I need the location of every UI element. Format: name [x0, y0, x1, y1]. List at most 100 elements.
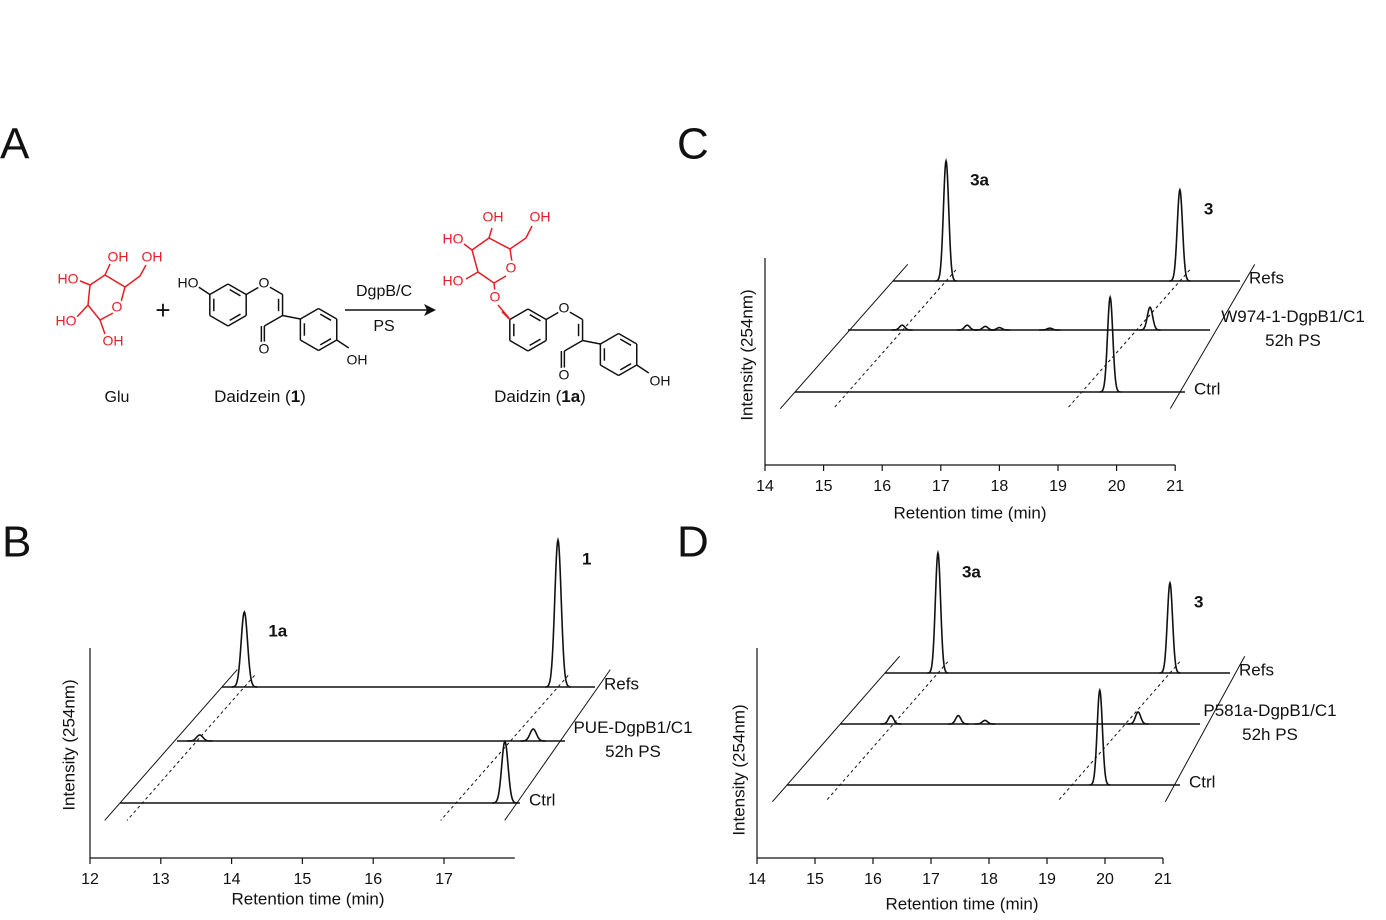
- bond: [318, 307, 338, 320]
- bond: [529, 338, 541, 347]
- bond: [197, 285, 211, 296]
- x-axis-label: Retention time (min): [885, 894, 1038, 913]
- x-tick-label: 17: [922, 871, 940, 888]
- peak: [545, 536, 571, 688]
- bond: [229, 313, 241, 322]
- atom-label: OH: [650, 373, 671, 389]
- bond: [619, 363, 632, 371]
- peak: [935, 157, 957, 282]
- x-tick-label: 13: [152, 871, 170, 888]
- bond: [299, 307, 319, 320]
- perspective-line: [1169, 264, 1256, 409]
- bond: [563, 339, 583, 352]
- x-tick-label: 14: [223, 871, 241, 888]
- bond: [336, 339, 350, 349]
- x-tick-label: 15: [294, 871, 312, 888]
- trace-label-line: 52h PS: [1242, 725, 1298, 744]
- bond: [318, 339, 338, 352]
- peak: [927, 549, 949, 674]
- bond: [618, 332, 638, 345]
- peak-label: 3a: [962, 562, 981, 581]
- atom-label: O: [506, 260, 517, 276]
- perspective-line: [1164, 655, 1246, 803]
- atom-label: O: [112, 299, 123, 315]
- atom-label: OH: [530, 209, 551, 225]
- perspective-line: [104, 669, 238, 821]
- trace-label-line: W974-1-DgpB1/C1: [1221, 307, 1365, 326]
- x-tick-label: 16: [873, 478, 891, 495]
- peak: [1099, 294, 1121, 393]
- x-tick-label: 19: [1049, 478, 1067, 495]
- bond: [501, 310, 511, 321]
- x-tick-label: 19: [1038, 871, 1056, 888]
- panel-label: A: [0, 120, 30, 169]
- bond: [245, 286, 260, 296]
- bond: [209, 283, 229, 296]
- peak: [1089, 687, 1111, 786]
- guide-dashed-line: [832, 269, 957, 409]
- guide-dashed-line: [1056, 661, 1181, 803]
- bond: [599, 364, 619, 377]
- bond: [527, 339, 547, 352]
- bond: [618, 364, 638, 377]
- bond: [229, 288, 241, 297]
- peak: [947, 714, 969, 725]
- peak: [988, 326, 1010, 331]
- peak: [891, 324, 913, 331]
- peak: [974, 719, 996, 725]
- bond: [545, 311, 560, 321]
- name-part: ): [580, 387, 586, 406]
- peak: [956, 324, 978, 331]
- y-axis-label: Intensity (254nm): [59, 679, 78, 810]
- atom-label: O: [259, 275, 270, 291]
- atom-label: O: [259, 341, 270, 357]
- peak: [1159, 580, 1181, 674]
- atom-label: O: [490, 289, 501, 305]
- trace-label: Ctrl: [1189, 772, 1215, 791]
- panel-label: C: [677, 120, 709, 169]
- x-tick-label: 17: [932, 478, 950, 495]
- x-tick-label: 18: [980, 871, 998, 888]
- daidzein-structure: HO O O OH: [175, 272, 370, 370]
- atom-label: OH: [103, 333, 124, 349]
- arrow-label: PS: [373, 318, 394, 335]
- bond: [527, 308, 547, 321]
- x-tick-label: 17: [435, 871, 453, 888]
- x-tick-label: 15: [815, 478, 833, 495]
- trace-label: W974-1-DgpB1/C1 52h PS: [1221, 307, 1365, 350]
- atom-label: HO: [178, 275, 199, 291]
- guide-dashed-line: [1066, 269, 1191, 409]
- peak: [520, 728, 546, 742]
- trace-label-line: 52h PS: [605, 742, 661, 761]
- peak: [231, 610, 258, 688]
- trace-label: PUE-DgpB1/C1 52h PS: [573, 718, 692, 761]
- trace-label: Refs: [1239, 660, 1274, 679]
- bond: [282, 314, 301, 320]
- x-tick-label: 14: [748, 871, 766, 888]
- perspective-line: [504, 669, 611, 821]
- x-tick-label: 14: [756, 478, 774, 495]
- bond: [599, 332, 619, 345]
- trace-label-line: 52h PS: [1265, 331, 1321, 350]
- atom-label: HO: [56, 313, 77, 329]
- bond: [619, 338, 632, 346]
- x-tick-label: 15: [806, 871, 824, 888]
- bond: [509, 308, 529, 321]
- trace-label: P581a-DgpB1/C1 52h PS: [1203, 701, 1336, 744]
- y-axis-label: Intensity (254nm): [729, 704, 748, 835]
- atom-label: O: [559, 367, 570, 383]
- name-part: Daidzein (: [214, 387, 291, 406]
- bond: [263, 314, 283, 327]
- trace-label-line: PUE-DgpB1/C1: [573, 718, 692, 737]
- peak: [1127, 711, 1149, 725]
- compound-name: Daidzin (1a): [494, 387, 586, 406]
- atom-label: HO: [443, 231, 464, 247]
- compound-name: Glu: [105, 389, 130, 406]
- name-part: ): [300, 387, 306, 406]
- peak-label: 3: [1194, 592, 1203, 611]
- bond: [319, 313, 332, 321]
- trace-label: Ctrl: [529, 790, 555, 809]
- atom-label: HO: [443, 273, 464, 289]
